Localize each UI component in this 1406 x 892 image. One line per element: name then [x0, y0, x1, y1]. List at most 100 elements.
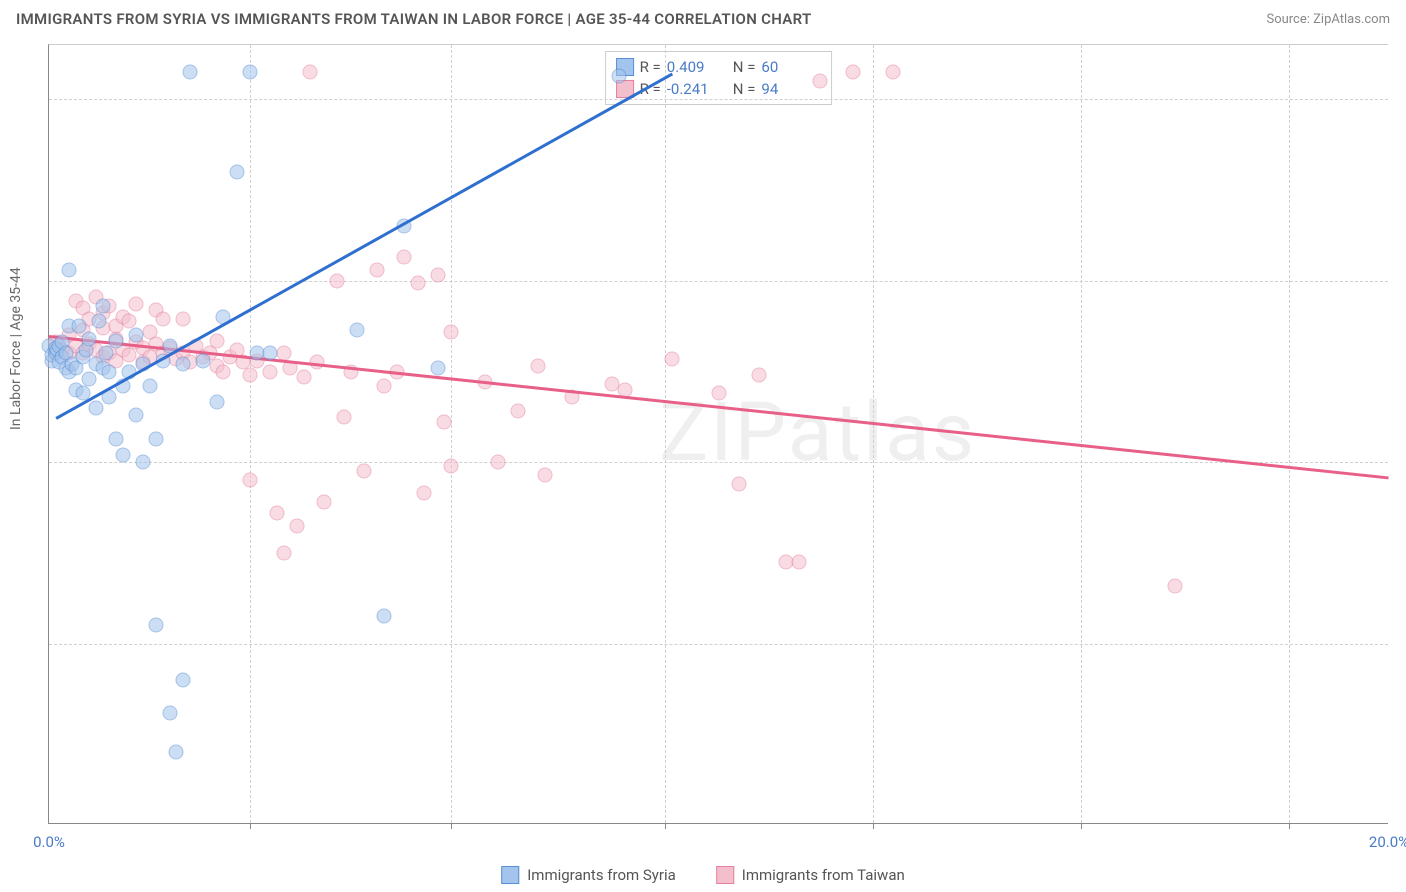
scatter-point [289, 518, 304, 533]
scatter-point [792, 554, 807, 569]
scatter-point [243, 473, 258, 488]
x-tick-label: 20.0% [1369, 833, 1406, 851]
x-tick-mark [665, 823, 666, 829]
scatter-point [102, 364, 117, 379]
legend-label-syria: Immigrants from Syria [527, 866, 676, 884]
scatter-point [752, 368, 767, 383]
legend-n-label: N = [733, 80, 756, 98]
legend-r-label: R = [640, 58, 661, 76]
y-tick-label: 90.0% [1400, 272, 1406, 290]
scatter-point [611, 68, 626, 83]
x-tick-mark [1289, 823, 1290, 829]
y-tick-label: 100.0% [1400, 90, 1406, 108]
scatter-point [269, 506, 284, 521]
watermark: ZIPatlas [659, 385, 976, 481]
gridline-v [451, 45, 452, 823]
legend-swatch-taiwan [716, 866, 734, 884]
x-tick-label: 0.0% [33, 833, 65, 851]
scatter-point [846, 65, 861, 80]
scatter-point [537, 467, 552, 482]
scatter-point [430, 360, 445, 375]
chart-title: IMMIGRANTS FROM SYRIA VS IMMIGRANTS FROM… [16, 10, 812, 28]
scatter-point [209, 395, 224, 410]
scatter-point [712, 386, 727, 401]
scatter-point [437, 415, 452, 430]
scatter-point [115, 447, 130, 462]
legend-n-syria: 60 [761, 58, 821, 76]
scatter-point [886, 65, 901, 80]
scatter-point [149, 431, 164, 446]
scatter-point [330, 273, 345, 288]
gridline-v [873, 45, 874, 823]
legend-n-label: N = [733, 58, 756, 76]
scatter-point [88, 400, 103, 415]
scatter-point [665, 351, 680, 366]
scatter-point [296, 369, 311, 384]
scatter-point [129, 408, 144, 423]
scatter-point [82, 371, 97, 386]
scatter-point [129, 297, 144, 312]
scatter-point [417, 486, 432, 501]
gridline-v [1081, 45, 1082, 823]
scatter-point [377, 609, 392, 624]
scatter-point [263, 364, 278, 379]
scatter-point [216, 364, 231, 379]
scatter-point [444, 324, 459, 339]
gridline-v [665, 45, 666, 823]
scatter-point [356, 464, 371, 479]
scatter-point [444, 458, 459, 473]
scatter-point [531, 359, 546, 374]
scatter-point [176, 672, 191, 687]
scatter-point [316, 495, 331, 510]
gridline-v [250, 45, 251, 823]
scatter-point [82, 331, 97, 346]
legend-row-syria: R = 0.409 N = 60 [616, 56, 822, 78]
scatter-point [511, 404, 526, 419]
scatter-point [162, 705, 177, 720]
scatter-point [142, 379, 157, 394]
scatter-point [350, 322, 365, 337]
scatter-point [732, 476, 747, 491]
scatter-point [176, 311, 191, 326]
scatter-point [812, 74, 827, 89]
legend-r-syria: 0.409 [667, 58, 727, 76]
trend-line [55, 72, 673, 419]
scatter-point [336, 409, 351, 424]
scatter-point [95, 299, 110, 314]
scatter-point [276, 545, 291, 560]
scatter-point [109, 333, 124, 348]
scatter-point [1167, 578, 1182, 593]
gridline-v [1289, 45, 1290, 823]
scatter-point [182, 65, 197, 80]
scatter-point [98, 346, 113, 361]
scatter-point [92, 313, 107, 328]
source-label: Source: ZipAtlas.com [1266, 12, 1390, 27]
scatter-point [209, 333, 224, 348]
x-tick-mark [451, 823, 452, 829]
scatter-point [149, 618, 164, 633]
scatter-point [229, 164, 244, 179]
scatter-point [303, 65, 318, 80]
legend-item-taiwan: Immigrants from Taiwan [716, 866, 905, 884]
scatter-point [490, 455, 505, 470]
scatter-point [410, 275, 425, 290]
title-bar: IMMIGRANTS FROM SYRIA VS IMMIGRANTS FROM… [0, 0, 1406, 36]
legend-label-taiwan: Immigrants from Taiwan [742, 866, 905, 884]
scatter-point [135, 455, 150, 470]
legend-r-taiwan: -0.241 [667, 80, 727, 98]
scatter-chart: ZIPatlas R = 0.409 N = 60 R = -0.241 N =… [48, 44, 1388, 824]
y-axis-label: In Labor Force | Age 35-44 [8, 267, 24, 430]
correlation-legend: R = 0.409 N = 60 R = -0.241 N = 94 [605, 51, 833, 105]
legend-item-syria: Immigrants from Syria [501, 866, 676, 884]
scatter-point [397, 250, 412, 265]
scatter-point [263, 346, 278, 361]
x-tick-mark [873, 823, 874, 829]
scatter-point [62, 262, 77, 277]
scatter-point [196, 353, 211, 368]
y-tick-label: 80.0% [1400, 453, 1406, 471]
scatter-point [155, 311, 170, 326]
legend-swatch-syria [501, 866, 519, 884]
scatter-point [122, 313, 137, 328]
scatter-point [129, 328, 144, 343]
x-tick-mark [1081, 823, 1082, 829]
